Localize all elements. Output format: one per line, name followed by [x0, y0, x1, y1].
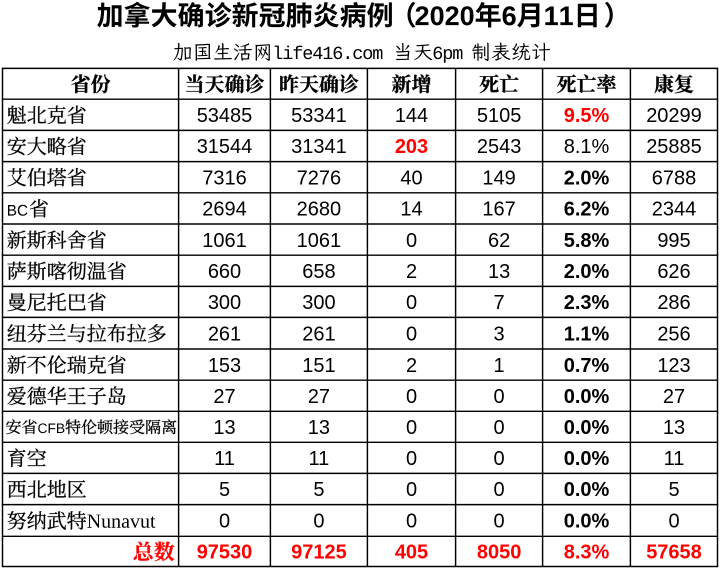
- svg-text:8050: 8050: [477, 542, 522, 564]
- svg-text:0: 0: [494, 448, 505, 470]
- svg-text:62: 62: [488, 230, 510, 252]
- svg-text:2.0%: 2.0%: [564, 261, 610, 283]
- svg-text:995: 995: [657, 230, 690, 252]
- svg-text:7276: 7276: [297, 167, 342, 189]
- svg-text:153: 153: [208, 355, 241, 377]
- svg-text:2: 2: [406, 261, 417, 283]
- svg-text:151: 151: [302, 355, 335, 377]
- svg-text:53485: 53485: [197, 105, 253, 127]
- svg-text:97530: 97530: [197, 542, 253, 564]
- svg-text:11: 11: [214, 448, 235, 470]
- svg-text:0: 0: [494, 479, 505, 501]
- svg-text:0: 0: [406, 511, 417, 533]
- svg-text:1.1%: 1.1%: [564, 323, 610, 345]
- svg-text:14: 14: [400, 199, 422, 221]
- svg-text:8.3%: 8.3%: [564, 542, 610, 564]
- svg-text:13: 13: [213, 417, 235, 439]
- svg-text:5: 5: [313, 479, 324, 501]
- svg-text:0: 0: [219, 511, 230, 533]
- svg-text:261: 261: [208, 323, 241, 345]
- svg-text:256: 256: [657, 323, 690, 345]
- svg-text:660: 660: [208, 261, 241, 283]
- svg-text:626: 626: [657, 261, 690, 283]
- svg-text:261: 261: [302, 323, 335, 345]
- svg-text:0.0%: 0.0%: [564, 386, 610, 408]
- svg-text:203: 203: [395, 136, 428, 158]
- svg-text:27: 27: [308, 386, 330, 408]
- svg-text:149: 149: [482, 167, 515, 189]
- svg-text:300: 300: [302, 292, 335, 314]
- svg-text:13: 13: [663, 417, 685, 439]
- svg-text:0: 0: [406, 448, 417, 470]
- svg-text:144: 144: [395, 105, 428, 127]
- svg-text:31544: 31544: [197, 136, 253, 158]
- svg-text:0: 0: [313, 511, 324, 533]
- svg-text:5.8%: 5.8%: [564, 230, 610, 252]
- svg-text:0.7%: 0.7%: [564, 355, 610, 377]
- svg-text:167: 167: [482, 199, 515, 221]
- svg-text:0: 0: [406, 230, 417, 252]
- svg-text:300: 300: [208, 292, 241, 314]
- svg-text:0: 0: [494, 386, 505, 408]
- svg-text:11: 11: [664, 448, 685, 470]
- svg-text:31341: 31341: [291, 136, 347, 158]
- svg-text:25885: 25885: [646, 136, 702, 158]
- svg-text:5: 5: [219, 479, 230, 501]
- svg-text:11: 11: [309, 448, 330, 470]
- svg-text:8.1%: 8.1%: [564, 136, 610, 158]
- svg-text:5105: 5105: [477, 105, 522, 127]
- svg-text:3: 3: [494, 323, 505, 345]
- svg-text:6788: 6788: [652, 167, 697, 189]
- svg-text:0.0%: 0.0%: [564, 448, 610, 470]
- svg-text:2: 2: [406, 355, 417, 377]
- svg-text:7: 7: [494, 292, 505, 314]
- svg-text:1061: 1061: [202, 230, 247, 252]
- svg-text:405: 405: [395, 542, 428, 564]
- svg-text:13: 13: [308, 417, 330, 439]
- svg-text:0: 0: [406, 386, 417, 408]
- svg-text:123: 123: [657, 355, 690, 377]
- svg-text:2.0%: 2.0%: [564, 167, 610, 189]
- svg-text:286: 286: [657, 292, 690, 314]
- svg-text:5: 5: [668, 479, 679, 501]
- svg-text:13: 13: [488, 261, 510, 283]
- svg-text:0: 0: [494, 417, 505, 439]
- svg-text:2.3%: 2.3%: [564, 292, 610, 314]
- svg-text:2680: 2680: [297, 199, 342, 221]
- svg-text:658: 658: [302, 261, 335, 283]
- svg-text:57658: 57658: [646, 542, 702, 564]
- svg-text:9.5%: 9.5%: [564, 105, 610, 127]
- svg-text:1061: 1061: [297, 230, 342, 252]
- svg-text:97125: 97125: [291, 542, 347, 564]
- svg-text:0: 0: [406, 479, 417, 501]
- svg-text:40: 40: [400, 167, 422, 189]
- svg-text:0: 0: [406, 417, 417, 439]
- svg-text:27: 27: [213, 386, 235, 408]
- svg-text:0.0%: 0.0%: [564, 417, 610, 439]
- svg-text:27: 27: [663, 386, 685, 408]
- svg-text:0: 0: [406, 292, 417, 314]
- svg-text:0: 0: [668, 511, 679, 533]
- svg-text:53341: 53341: [291, 105, 347, 127]
- svg-text:2344: 2344: [652, 199, 697, 221]
- svg-text:2543: 2543: [477, 136, 522, 158]
- svg-text:0: 0: [494, 511, 505, 533]
- svg-text:0.0%: 0.0%: [564, 479, 610, 501]
- svg-text:20299: 20299: [646, 105, 702, 127]
- svg-text:6.2%: 6.2%: [564, 199, 610, 221]
- svg-text:7316: 7316: [202, 167, 247, 189]
- svg-text:0.0%: 0.0%: [564, 511, 610, 533]
- svg-text:1: 1: [494, 355, 505, 377]
- svg-text:0: 0: [406, 323, 417, 345]
- svg-text:2694: 2694: [202, 199, 247, 221]
